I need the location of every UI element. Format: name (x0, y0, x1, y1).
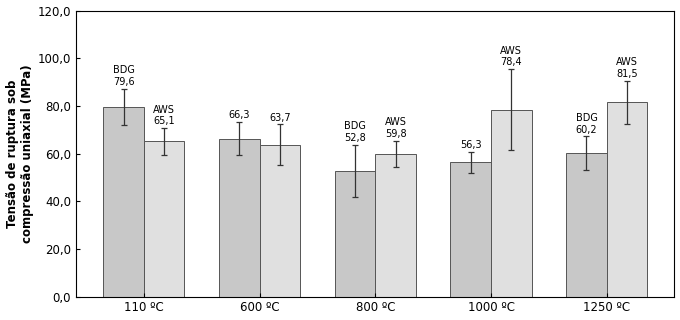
Text: BDG
79,6: BDG 79,6 (113, 66, 135, 87)
Text: AWS
59,8: AWS 59,8 (385, 117, 407, 139)
Text: AWS
78,4: AWS 78,4 (500, 46, 522, 67)
Bar (335, 171, 375, 297)
Bar (607, 102, 647, 297)
Text: 66,3: 66,3 (228, 110, 250, 120)
Bar (566, 153, 607, 297)
Bar (143, 141, 184, 297)
Bar (491, 110, 532, 297)
Text: 56,3: 56,3 (460, 140, 481, 150)
Text: BDG
52,8: BDG 52,8 (344, 121, 366, 143)
Y-axis label: Tensão de ruptura sob
compressão uniaxial (MPa): Tensão de ruptura sob compressão uniaxia… (5, 64, 33, 243)
Text: BDG
60,2: BDG 60,2 (575, 113, 598, 134)
Bar (103, 107, 143, 297)
Text: 63,7: 63,7 (269, 113, 290, 123)
Bar (260, 145, 300, 297)
Bar (450, 162, 491, 297)
Bar (375, 154, 415, 297)
Text: AWS
81,5: AWS 81,5 (616, 57, 638, 79)
Bar (219, 139, 260, 297)
Text: AWS
65,1: AWS 65,1 (153, 105, 175, 126)
